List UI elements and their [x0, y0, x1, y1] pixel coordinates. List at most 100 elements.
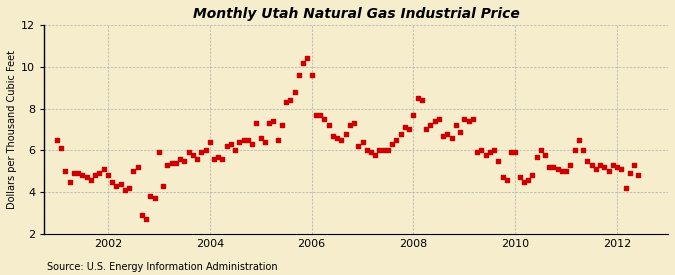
- Point: [238, 138, 249, 142]
- Point: [175, 156, 186, 161]
- Point: [582, 159, 593, 163]
- Point: [497, 175, 508, 180]
- Point: [259, 140, 270, 144]
- Point: [77, 173, 88, 178]
- Point: [480, 152, 491, 157]
- Point: [493, 159, 504, 163]
- Point: [548, 165, 559, 169]
- Point: [383, 148, 394, 153]
- Point: [468, 117, 479, 121]
- Point: [242, 138, 253, 142]
- Point: [433, 117, 444, 121]
- Point: [404, 127, 414, 132]
- Point: [518, 180, 529, 184]
- Point: [387, 142, 398, 146]
- Point: [565, 163, 576, 167]
- Point: [561, 169, 572, 174]
- Point: [158, 184, 169, 188]
- Point: [179, 159, 190, 163]
- Point: [51, 138, 62, 142]
- Point: [557, 169, 568, 174]
- Point: [103, 173, 113, 178]
- Point: [327, 133, 338, 138]
- Point: [306, 73, 317, 77]
- Point: [213, 154, 223, 159]
- Point: [591, 167, 601, 171]
- Point: [569, 148, 580, 153]
- Point: [527, 173, 538, 178]
- Point: [624, 171, 635, 175]
- Point: [251, 121, 262, 125]
- Point: [612, 165, 622, 169]
- Point: [370, 152, 381, 157]
- Point: [506, 150, 516, 155]
- Point: [485, 150, 495, 155]
- Point: [81, 175, 92, 180]
- Point: [209, 156, 219, 161]
- Point: [315, 112, 325, 117]
- Point: [510, 150, 520, 155]
- Point: [298, 60, 308, 65]
- Point: [603, 169, 614, 174]
- Point: [225, 142, 236, 146]
- Point: [522, 177, 533, 182]
- Point: [437, 133, 448, 138]
- Point: [472, 150, 483, 155]
- Point: [230, 148, 240, 153]
- Point: [336, 138, 347, 142]
- Point: [357, 140, 368, 144]
- Point: [277, 123, 288, 127]
- Point: [119, 188, 130, 192]
- Point: [361, 148, 372, 153]
- Point: [587, 163, 597, 167]
- Point: [319, 117, 329, 121]
- Point: [429, 119, 440, 123]
- Point: [348, 121, 359, 125]
- Point: [255, 136, 266, 140]
- Point: [353, 144, 364, 148]
- Point: [128, 169, 139, 174]
- Point: [69, 171, 80, 175]
- Point: [124, 186, 134, 190]
- Point: [446, 136, 457, 140]
- Point: [205, 140, 215, 144]
- Point: [408, 112, 419, 117]
- Point: [196, 150, 207, 155]
- Point: [391, 138, 402, 142]
- Point: [99, 167, 109, 171]
- Point: [531, 154, 542, 159]
- Point: [272, 138, 283, 142]
- Point: [188, 152, 198, 157]
- Point: [616, 167, 627, 171]
- Point: [56, 146, 67, 150]
- Point: [107, 180, 117, 184]
- Point: [221, 144, 232, 148]
- Point: [145, 194, 156, 199]
- Point: [86, 177, 97, 182]
- Point: [247, 142, 258, 146]
- Point: [502, 177, 512, 182]
- Point: [290, 90, 300, 94]
- Point: [628, 163, 639, 167]
- Y-axis label: Dollars per Thousand Cubic Feet: Dollars per Thousand Cubic Feet: [7, 50, 17, 209]
- Point: [459, 117, 470, 121]
- Point: [136, 213, 147, 217]
- Point: [192, 156, 202, 161]
- Point: [620, 186, 631, 190]
- Point: [162, 163, 173, 167]
- Point: [294, 73, 304, 77]
- Point: [331, 136, 342, 140]
- Point: [234, 140, 245, 144]
- Point: [140, 217, 151, 221]
- Point: [111, 184, 122, 188]
- Point: [366, 150, 377, 155]
- Point: [476, 148, 487, 153]
- Point: [552, 167, 563, 171]
- Point: [463, 119, 474, 123]
- Point: [535, 148, 546, 153]
- Point: [450, 123, 461, 127]
- Point: [574, 138, 585, 142]
- Point: [425, 123, 436, 127]
- Point: [217, 156, 228, 161]
- Point: [379, 148, 389, 153]
